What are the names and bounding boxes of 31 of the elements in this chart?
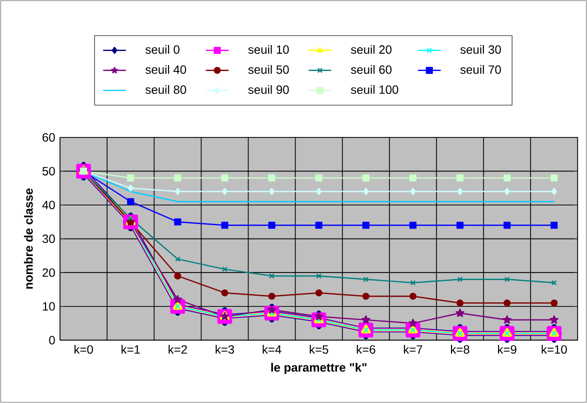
x-tick-label: k=7 [404, 344, 422, 354]
x-tick-label: k=5 [310, 344, 328, 354]
legend-label: seuil 10 [248, 45, 289, 54]
y-tick-label: 50 [42, 167, 55, 176]
legend-label: seuil 60 [350, 65, 392, 74]
y-tick-label: 0 [49, 336, 55, 344]
legend-label: seuil 30 [460, 45, 501, 54]
x-tick-label: k=1 [122, 344, 140, 354]
x-tick-label: k=6 [356, 344, 376, 354]
x-tick-label: k=0 [74, 344, 93, 354]
legend-label: seuil 80 [146, 85, 186, 94]
x-tick-label: k=10 [542, 344, 567, 354]
y-tick-label: 30 [42, 234, 55, 244]
x-tick-label: k=9 [498, 344, 516, 354]
x-tick-label: k=2 [168, 344, 187, 354]
legend-label: seuil 0 [146, 45, 180, 54]
legend-label: seuil 20 [350, 45, 392, 54]
y-tick-label: 10 [42, 302, 55, 311]
legend-label: seuil 50 [248, 65, 289, 74]
legend-label: seuil 70 [460, 65, 501, 74]
y-tick-label: 40 [42, 200, 55, 210]
x-axis-title: le paramettre "k" [271, 362, 366, 374]
legend-label: seuil 40 [146, 65, 186, 74]
y-tick-label: 60 [42, 133, 55, 142]
x-tick-label: k=8 [450, 344, 470, 354]
x-tick-label: k=3 [216, 344, 234, 354]
legend-label: seuil 100 [350, 85, 398, 94]
legend-label: seuil 90 [248, 85, 289, 94]
x-tick-label: k=4 [262, 344, 282, 354]
y-axis-title: nombre de classe [24, 188, 33, 289]
y-tick-label: 20 [42, 268, 55, 277]
